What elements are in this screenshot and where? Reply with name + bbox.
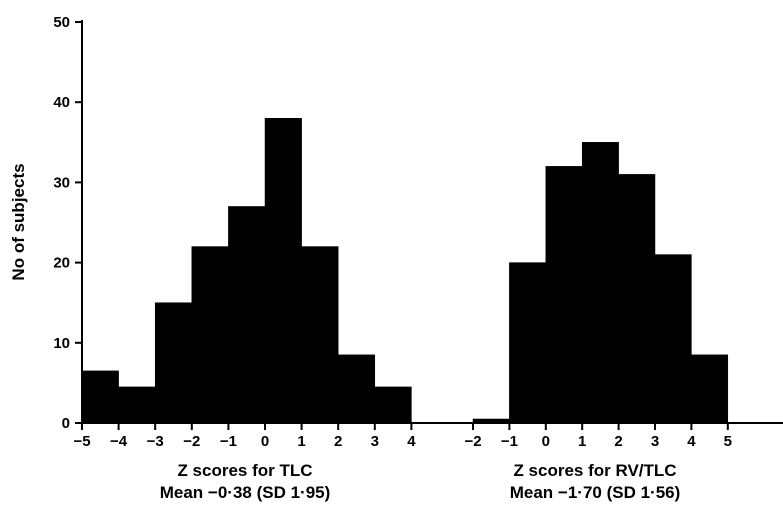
x-tick-label-panel1-7: 2 xyxy=(334,433,342,450)
bar-panel2-bin-3 xyxy=(581,142,619,424)
y-tick-label-5: 50 xyxy=(53,14,70,31)
bar-panel1-bin-1 xyxy=(118,386,156,424)
bar-panel2-bin-1 xyxy=(509,262,547,424)
x-tick-label-panel1-6: 1 xyxy=(297,433,305,450)
bar-panel1-bin-8 xyxy=(374,386,412,424)
bar-panel1-bin-4 xyxy=(228,206,266,424)
bar-panel2-bin-2 xyxy=(545,166,583,424)
x-tick-label-panel1-9: 4 xyxy=(407,433,416,450)
x-tick-label-panel2-3: 1 xyxy=(578,433,586,450)
caption-tlc-line1: Z scores for TLC xyxy=(177,461,312,480)
x-tick-label-panel1-5: 0 xyxy=(261,433,269,450)
x-tick-label-panel2-1: −1 xyxy=(501,433,518,450)
x-tick-label-panel2-2: 0 xyxy=(542,433,550,450)
bar-panel2-bin-4 xyxy=(618,174,656,424)
bar-panel1-bin-0 xyxy=(81,370,119,424)
y-tick-label-0: 0 xyxy=(62,415,70,432)
x-tick-label-panel2-4: 2 xyxy=(614,433,622,450)
bar-panel1-bin-3 xyxy=(191,246,229,424)
x-tick-label-panel1-2: −3 xyxy=(147,433,164,450)
caption-rvtlc-line2: Mean −1·70 (SD 1·56) xyxy=(510,483,681,502)
x-tick-label-panel1-8: 3 xyxy=(371,433,379,450)
y-tick-label-3: 30 xyxy=(53,174,70,191)
x-tick-label-panel1-1: −4 xyxy=(110,433,128,450)
caption-rvtlc-line1: Z scores for RV/TLC xyxy=(513,461,676,480)
y-tick-label-2: 20 xyxy=(53,255,70,272)
bar-panel2-bin-5 xyxy=(654,254,692,424)
caption-tlc-line2: Mean −0·38 (SD 1·95) xyxy=(160,483,331,502)
y-ticks: 0 10 20 30 40 50 xyxy=(53,14,82,432)
bar-panel1-bin-2 xyxy=(154,302,193,424)
bar-panel2-bin-6 xyxy=(691,354,729,424)
x-tick-label-panel2-7: 5 xyxy=(724,433,732,450)
y-tick-label-4: 40 xyxy=(53,94,70,111)
bar-panel1-bin-6 xyxy=(301,246,339,424)
x-tick-label-panel2-5: 3 xyxy=(651,433,659,450)
axes-layer xyxy=(81,20,783,424)
x-tick-label-panel1-4: −1 xyxy=(220,433,237,450)
y-tick-label-1: 10 xyxy=(53,335,70,352)
bar-panel1-bin-5 xyxy=(264,117,302,424)
x-tick-label-panel2-0: −2 xyxy=(464,433,481,450)
bars-layer xyxy=(81,117,729,424)
x-tick-label-panel2-6: 4 xyxy=(687,433,696,450)
x-tick-label-panel1-0: −5 xyxy=(73,433,90,450)
bar-panel1-bin-7 xyxy=(337,354,376,424)
y-axis-title: No of subjects xyxy=(9,163,28,280)
x-ticks: −5 −4 −3 −2 −1 0 1 2 3 4 −2 −1 0 1 2 3 4 5 xyxy=(73,423,732,450)
x-tick-label-panel1-3: −2 xyxy=(183,433,200,450)
